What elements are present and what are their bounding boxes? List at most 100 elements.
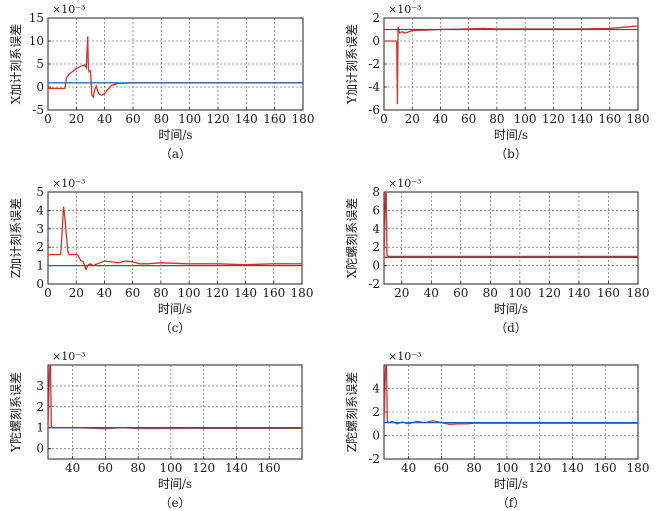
x-tick-label: 60 [434, 461, 449, 475]
x-tick-label: 140 [570, 112, 593, 126]
x-tick-label: 60 [98, 461, 113, 475]
x-tick-label: 120 [538, 286, 561, 300]
y-tick-label: -2 [368, 57, 380, 71]
x-tick-label: 120 [528, 461, 551, 475]
y-tick-label: 0 [372, 429, 380, 443]
y-tick-label: 3 [36, 222, 44, 236]
panel-caption: （c） [160, 321, 191, 335]
x-tick-label: 40 [97, 112, 112, 126]
chart-panel-2: 0 20 40 60 80 100 120 140 160 180012345×10⁻³时间/sZ… [9, 177, 313, 335]
x-tick-label: 120 [207, 112, 230, 126]
x-tick-label: 60 [453, 286, 468, 300]
x-axis-label: 时间/s [158, 477, 192, 491]
x-tick-label: 140 [234, 286, 257, 300]
x-tick-label: 160 [263, 112, 286, 126]
x-tick-label: 120 [192, 461, 215, 475]
x-tick-label: 100 [178, 286, 201, 300]
x-tick-label: 180 [291, 286, 314, 300]
y-exponent-label: ×10⁻³ [388, 3, 421, 16]
x-tick-label: 20 [69, 112, 84, 126]
x-tick-label: 160 [258, 461, 281, 475]
y-tick-label: 2 [372, 11, 380, 25]
x-tick-label: 180 [627, 112, 650, 126]
chart-panel-1: 0 20 40 60 80 100 120 140 160 180 -6 -4 -2 0 2 ×10⁻³ 时间/… [345, 3, 649, 161]
x-tick-label: 100 [495, 461, 518, 475]
x-tick-label: 0 [44, 112, 52, 126]
chart-panel-0: 0 20 40 60 80 100 120 140 160 180-5051015×10⁻³时间/… [9, 3, 314, 161]
x-tick-label: 80 [154, 112, 169, 126]
x-tick-label: 40 [65, 461, 80, 475]
panel-caption: （d） [495, 321, 527, 335]
y-tick-label: 0 [372, 259, 380, 273]
x-axis-label: 时间/s [494, 477, 528, 491]
y-tick-label: 4 [372, 382, 380, 396]
x-tick-label: 20 [69, 286, 84, 300]
x-tick-label: 80 [153, 286, 168, 300]
y-tick-label: -6 [368, 103, 380, 117]
chart-panel-3: 20 40 60 80 100 120 140 160 180 -2 0 2 4 6 8 ×10⁻³ 时间/s X… [344, 177, 649, 335]
x-tick-label: 100 [514, 112, 537, 126]
y-tick-label: 10 [29, 34, 44, 48]
y-exponent-label: ×10⁻³ [52, 3, 85, 16]
x-axis-label: 时间/s [494, 128, 528, 142]
x-tick-label: 120 [542, 112, 565, 126]
y-exponent-label: ×10⁻³ [388, 350, 421, 363]
y-tick-label: 5 [36, 57, 44, 71]
x-tick-label: 20 [394, 286, 409, 300]
x-tick-label: 60 [461, 112, 476, 126]
x-tick-label: 160 [598, 112, 621, 126]
y-tick-label: 4 [36, 203, 44, 217]
estimate-series-line [384, 192, 638, 258]
y-tick-label: 2 [36, 400, 44, 414]
x-tick-label: 80 [483, 286, 498, 300]
x-axis-label: 时间/s [158, 302, 192, 316]
y-tick-label: 15 [29, 11, 44, 25]
x-tick-label: 40 [424, 286, 439, 300]
y-axis-label: Z陀螺刻系误差 [344, 372, 359, 452]
y-tick-label: 1 [36, 421, 44, 435]
y-tick-label: 6 [372, 203, 380, 217]
x-tick-label: 180 [627, 286, 650, 300]
panel-caption: （a） [160, 147, 191, 161]
chart-panel-5: 40 60 80 100 120 140 160 180 -2 0 2 4 ×10⁻³ 时间/s Z陀螺刻系… [344, 350, 649, 510]
plot-area [47, 191, 303, 285]
y-tick-label: 2 [36, 240, 44, 254]
x-axis-label: 时间/s [494, 302, 528, 316]
y-tick-label: 0 [36, 277, 44, 291]
y-tick-label: 0 [36, 442, 44, 456]
x-tick-label: 100 [159, 461, 182, 475]
panel-caption: （f） [497, 496, 525, 510]
y-axis-label: Y加计刻系误差 [345, 24, 359, 105]
y-exponent-label: ×10⁻³ [52, 177, 85, 190]
x-tick-label: 160 [262, 286, 285, 300]
y-tick-label: 4 [372, 222, 380, 236]
x-tick-label: 80 [489, 112, 504, 126]
y-tick-label: 2 [372, 405, 380, 419]
y-axis-label: X加计刻系误差 [9, 24, 23, 105]
x-axis-label: 时间/s [158, 128, 192, 142]
y-axis-label: X陀螺刻系误差 [344, 198, 359, 279]
x-tick-label: 180 [627, 461, 650, 475]
chart-panel-4: 40 60 80 100 120 140 160 0 1 2 3 ×10⁻³ 时间/s Y陀螺刻系误差 （e… [8, 350, 303, 510]
x-tick-label: 140 [561, 461, 584, 475]
y-tick-label: -5 [32, 103, 44, 117]
x-tick-label: 100 [508, 286, 531, 300]
x-tick-label: 80 [466, 461, 481, 475]
x-tick-label: 120 [206, 286, 229, 300]
x-tick-label: 60 [125, 112, 140, 126]
x-tick-label: 100 [178, 112, 201, 126]
x-tick-label: 20 [405, 112, 420, 126]
x-tick-label: 140 [235, 112, 258, 126]
y-tick-label: 2 [372, 240, 380, 254]
x-tick-label: 40 [433, 112, 448, 126]
y-axis-label: Z加计刻系误差 [9, 198, 23, 278]
y-tick-label: -2 [368, 452, 380, 466]
y-tick-label: -4 [368, 80, 380, 94]
y-tick-label: -2 [368, 277, 380, 291]
y-tick-label: 0 [36, 80, 44, 94]
plot-area [383, 191, 639, 285]
x-tick-label: 0 [380, 112, 388, 126]
plot-area [47, 364, 303, 460]
panel-caption: （e） [159, 496, 190, 510]
